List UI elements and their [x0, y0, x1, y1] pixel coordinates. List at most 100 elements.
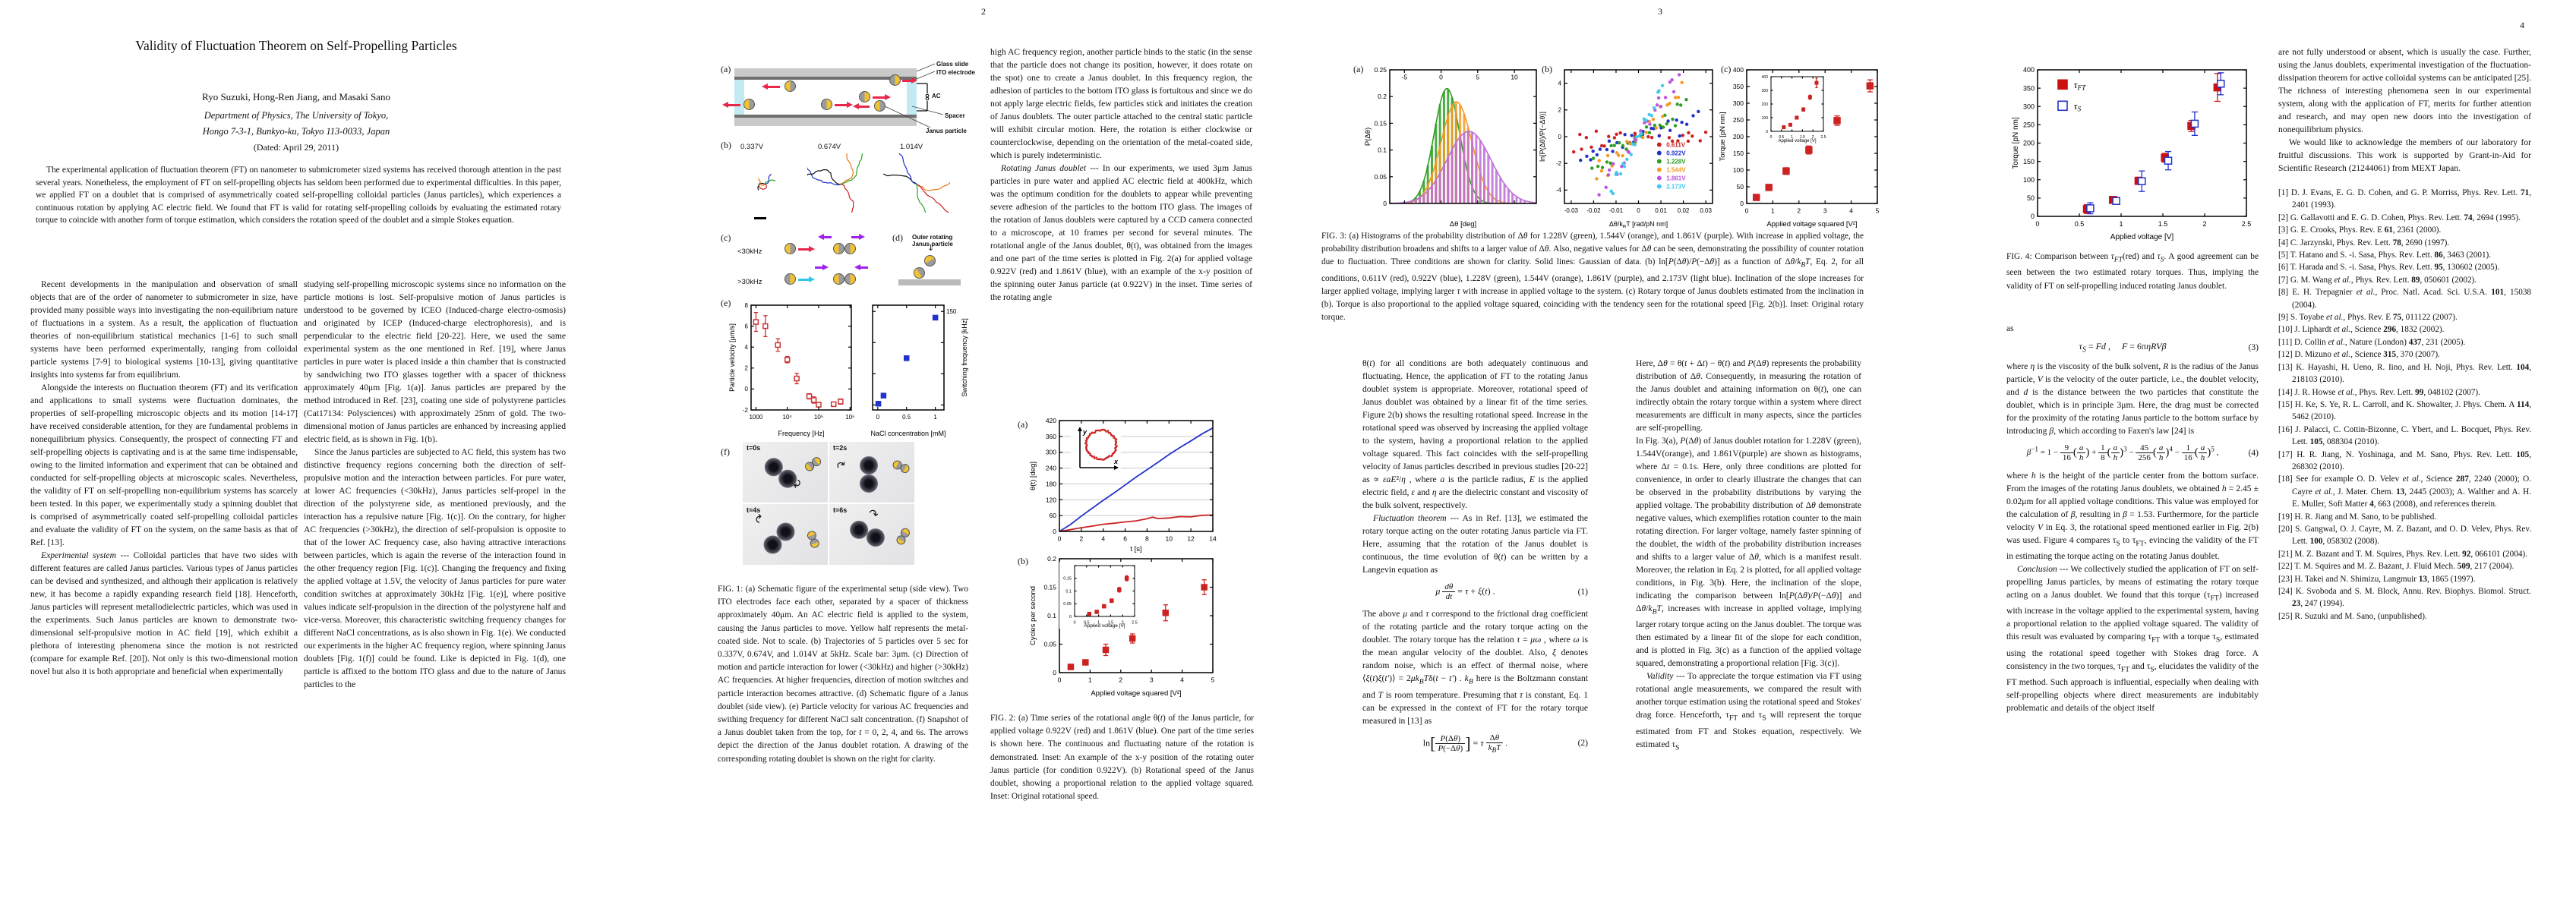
svg-text:0: 0 — [2031, 213, 2035, 220]
time-label: t=6s — [833, 506, 848, 514]
svg-text:-2: -2 — [743, 407, 749, 414]
svg-text:240: 240 — [1046, 465, 1056, 472]
switching-frequency-chart: 0 0.5 1 150 NaCl concentration [mM] Switching… — [863, 299, 970, 437]
svg-text:2: 2 — [1797, 207, 1801, 215]
janus-particle-label: Janus particle — [926, 128, 967, 134]
reference-item: [7] G. M. Wang et al., Phys. Rev. Lett. … — [2278, 275, 2477, 285]
doublet-drawing — [800, 450, 827, 478]
svg-text:Torque [pN nm]: Torque [pN nm] — [1719, 112, 1727, 162]
doublet-blob — [760, 519, 797, 556]
svg-text:0: 0 — [2035, 220, 2039, 228]
svg-text:-0.03: -0.03 — [1564, 207, 1579, 214]
svg-text:0: 0 — [1766, 130, 1768, 134]
direction-arrow-icon — [798, 246, 815, 253]
paragraph: Fluctuation theorem --- As in Ref. [13],… — [1362, 513, 1588, 575]
svg-text:2: 2 — [745, 365, 749, 372]
reference-item: [16] J. Palacci, C. Cottin-Bizonne, C. Y… — [2278, 424, 2531, 447]
janus-particle-icon — [889, 74, 901, 86]
svg-text:0: 0 — [876, 414, 880, 421]
svg-text:1: 1 — [1088, 676, 1092, 684]
glass-slide-label: Glass slide — [936, 61, 969, 68]
svg-text:Switching frequency [kHz]: Switching frequency [kHz] — [961, 318, 968, 397]
svg-text:5: 5 — [1876, 207, 1880, 215]
column: studying self-propelling microscopic sys… — [304, 278, 566, 691]
svg-text:1.861V: 1.861V — [1666, 175, 1686, 181]
svg-text:4: 4 — [1558, 80, 1562, 87]
reference-item: [22] T. M. Squires and M. Z. Bazant, J. … — [2278, 562, 2514, 572]
svg-text:1000: 1000 — [749, 414, 762, 421]
panel-c-label: (c) — [1721, 64, 1732, 74]
svg-text:Cycles per second: Cycles per second — [1029, 586, 1037, 645]
paragraph: high AC frequency region, another partic… — [990, 47, 1252, 160]
doublet-drawing — [800, 527, 826, 552]
svg-text:0: 0 — [1637, 207, 1640, 214]
svg-text:100: 100 — [1762, 116, 1769, 121]
page-3: 3 -5 0 5 10 0 0.05 0.1 0.15 0.2 0.25 Δθ [deg] P(Δθ)… — [1291, 0, 1880, 911]
paragraph-group: where h is the height of the particle ce… — [2006, 469, 2259, 714]
svg-text:350: 350 — [1733, 83, 1744, 90]
reference-item: [19] H. R. Jiang and M. Sano, to be publ… — [2278, 512, 2437, 522]
pointer-lines — [884, 63, 944, 128]
janus-particle-icon — [844, 243, 856, 254]
svg-text:0.02: 0.02 — [1678, 207, 1690, 214]
svg-text:2: 2 — [1812, 135, 1814, 140]
voltage-label: 0.337V — [740, 143, 764, 151]
janus-particle-icon — [859, 91, 870, 102]
svg-text:0: 0 — [1069, 615, 1072, 619]
paragraph: are not fully understood or absent, whic… — [2278, 47, 2531, 134]
svg-text:y: y — [1082, 428, 1088, 436]
reference-item: [2] G. Gallavotti and E. G. D. Cohen, Ph… — [2278, 213, 2521, 222]
svg-text:1.228V: 1.228V — [1666, 158, 1686, 165]
janus-particle-icon — [821, 99, 832, 110]
doublet-drawing — [889, 454, 914, 481]
svg-text:200: 200 — [1733, 133, 1744, 140]
scale-bar — [754, 217, 766, 219]
paragraph: as — [2006, 323, 2014, 333]
svg-text:0.01: 0.01 — [1655, 207, 1667, 214]
equation-number: (2) — [1577, 739, 1588, 749]
svg-text:300: 300 — [2023, 102, 2035, 110]
column: as τS = Fd , F = 6πηRVβ (3) where η is t… — [2006, 322, 2259, 714]
reference-item: [10] J. Liphardt et al., Science 296, 18… — [2278, 325, 2445, 335]
svg-text:10⁵: 10⁵ — [814, 414, 823, 421]
svg-text:300: 300 — [1046, 449, 1056, 456]
svg-text:0.2: 0.2 — [1047, 555, 1056, 563]
panel-a-label: (a) — [1018, 419, 1028, 430]
svg-text:4: 4 — [1101, 535, 1105, 543]
svg-text:50: 50 — [2027, 194, 2035, 202]
micrograph-panel: t=0s ↷ — [743, 442, 828, 503]
svg-text:P(Δθ): P(Δθ) — [1364, 128, 1372, 146]
svg-text:0: 0 — [1439, 74, 1443, 81]
page-1: Validity of Fluctuation Theorem on Self-… — [0, 0, 577, 911]
ito-electrode-shape — [734, 115, 917, 118]
panel-e-label: (e) — [721, 298, 731, 308]
janus-particle-icon — [922, 253, 938, 269]
page-number: 4 — [2520, 20, 2524, 30]
svg-text:Δθ [deg]: Δθ [deg] — [1450, 220, 1476, 228]
rotational-speed-inset: 0 0.5 1 1.5 2 2.5 0 0.05 0.1 0.15 Applied voltage … — [1059, 562, 1138, 629]
direction-arrow-icon — [798, 276, 815, 283]
svg-text:x: x — [1113, 458, 1119, 465]
svg-text:0: 0 — [1058, 535, 1062, 543]
svg-text:50: 50 — [1737, 183, 1744, 191]
svg-text:10⁶: 10⁶ — [845, 414, 854, 421]
outer-rotating-label: Outer rotating Janus particle — [912, 234, 953, 247]
svg-text:0.15: 0.15 — [1374, 119, 1387, 127]
glass-slide-shape — [734, 118, 917, 126]
reference-item: [21] M. Z. Bazant and T. M. Squires, Phy… — [2278, 549, 2527, 559]
svg-text:3: 3 — [1823, 207, 1827, 215]
paragraph: studying self-propelling microscopic sys… — [304, 279, 566, 444]
svg-text:0: 0 — [745, 386, 749, 392]
micrograph-panel: t=6s ↷ — [829, 504, 914, 565]
rotation-arrow-icon: ↷ — [753, 513, 767, 524]
svg-text:θ(t) [deg]: θ(t) [deg] — [1029, 462, 1037, 490]
affiliation: Department of Physics, The University of… — [30, 108, 562, 140]
svg-text:400: 400 — [1762, 75, 1769, 80]
svg-text:0.15: 0.15 — [1063, 577, 1072, 582]
reference-item: [12] D. Mizuno et al., Science 315, 370 … — [2278, 350, 2440, 360]
svg-text:300: 300 — [1733, 99, 1744, 107]
spacer — [2278, 175, 2531, 187]
svg-text:0: 0 — [1740, 200, 1744, 207]
reference-item: [6] T. Harada and S. -i. Sasa, Phys. Rev… — [2278, 263, 2500, 273]
figure-4-caption: FIG. 4: Comparison between τFT(red) and … — [2006, 252, 2259, 291]
